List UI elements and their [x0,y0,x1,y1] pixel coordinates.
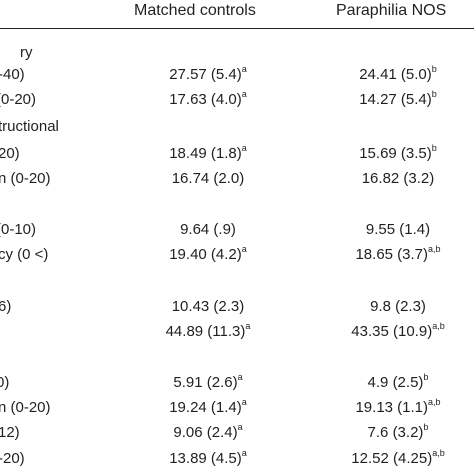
paraphilia-nos-value: 7.6 (3.2)b [367,422,429,442]
matched-controls-value: 13.89 (4.5)a [169,448,247,468]
row-label: n (0-20) [0,170,51,187]
matched-controls-value: 18.49 (1.8)a [169,143,247,163]
row-label: 12) [0,424,20,441]
paraphilia-nos-value: 9.55 (1.4) [365,221,431,238]
table-row: -40) 27.57 (5.4)a 24.41 (5.0)b [0,64,474,86]
paraphilia-nos-value: 4.9 (2.5)b [367,372,429,392]
paraphilia-nos-value: 18.65 (3.7)a,b [355,244,441,264]
row-label: 6) [0,298,12,315]
table-row: 44.89 (11.3)a 43.35 (10.9)a,b [0,321,474,343]
row-label: ry [20,44,33,61]
matched-controls-value: 10.43 (2.3) [171,298,245,315]
column-header-paraphilia-nos: Paraphilia NOS [336,2,447,19]
row-label: n (0-20) [0,399,51,416]
paraphilia-nos-value: 9.8 (2.3) [370,298,426,315]
table-row: (0-20) 17.63 (4.0)a 14.27 (5.4)b [0,89,474,111]
matched-controls-value: 19.24 (1.4)a [169,397,247,417]
column-header-matched-controls: Matched controls [134,2,256,19]
matched-controls-value: 19.40 (4.2)a [169,244,247,264]
row-label: -20) [0,450,25,467]
row-label: 20) [0,145,20,162]
table-row: 6) 10.43 (2.3) 9.8 (2.3) [0,296,474,318]
table-row: 0) 5.91 (2.6)a 4.9 (2.5)b [0,372,474,394]
row-label: 0) [0,374,10,391]
table-row: (0-10) 9.64 (.9) 9.55 (1.4) [0,219,474,241]
matched-controls-value: 17.63 (4.0)a [169,89,247,109]
row-label: cy (0 <) [0,246,49,263]
paraphilia-nos-value: 15.69 (3.5)b [359,143,437,163]
matched-controls-value: 9.06 (2.4)a [173,422,243,442]
row-label: tructional [0,118,59,135]
matched-controls-value: 44.89 (11.3)a [165,321,251,341]
paraphilia-nos-value: 12.52 (4.25)a,b [351,448,445,468]
paraphilia-nos-value: 14.27 (5.4)b [359,89,437,109]
table-row: cy (0 <) 19.40 (4.2)a 18.65 (3.7)a,b [0,244,474,266]
table-row: tructional [0,116,474,138]
row-label: -40) [0,66,25,83]
paraphilia-nos-value: 19.13 (1.1)a,b [355,397,441,417]
matched-controls-value: 27.57 (5.4)a [169,64,247,84]
header-rule [0,28,474,29]
table-row: ry [0,42,474,64]
table-row: 20) 18.49 (1.8)a 15.69 (3.5)b [0,143,474,165]
paraphilia-nos-value: 16.82 (3.2) [361,170,435,187]
matched-controls-value: 5.91 (2.6)a [173,372,243,392]
table-row: n (0-20) 19.24 (1.4)a 19.13 (1.1)a,b [0,397,474,419]
table-row: n (0-20) 16.74 (2.0) 16.82 (3.2) [0,168,474,190]
row-label: (0-20) [0,91,37,108]
row-label: (0-10) [0,221,37,238]
table-row: -20) 13.89 (4.5)a 12.52 (4.25)a,b [0,448,474,470]
matched-controls-value: 16.74 (2.0) [171,170,245,187]
matched-controls-value: 9.64 (.9) [180,221,236,238]
table-row: 12) 9.06 (2.4)a 7.6 (3.2)b [0,422,474,444]
paraphilia-nos-value: 43.35 (10.9)a,b [351,321,445,341]
paraphilia-nos-value: 24.41 (5.0)b [359,64,437,84]
